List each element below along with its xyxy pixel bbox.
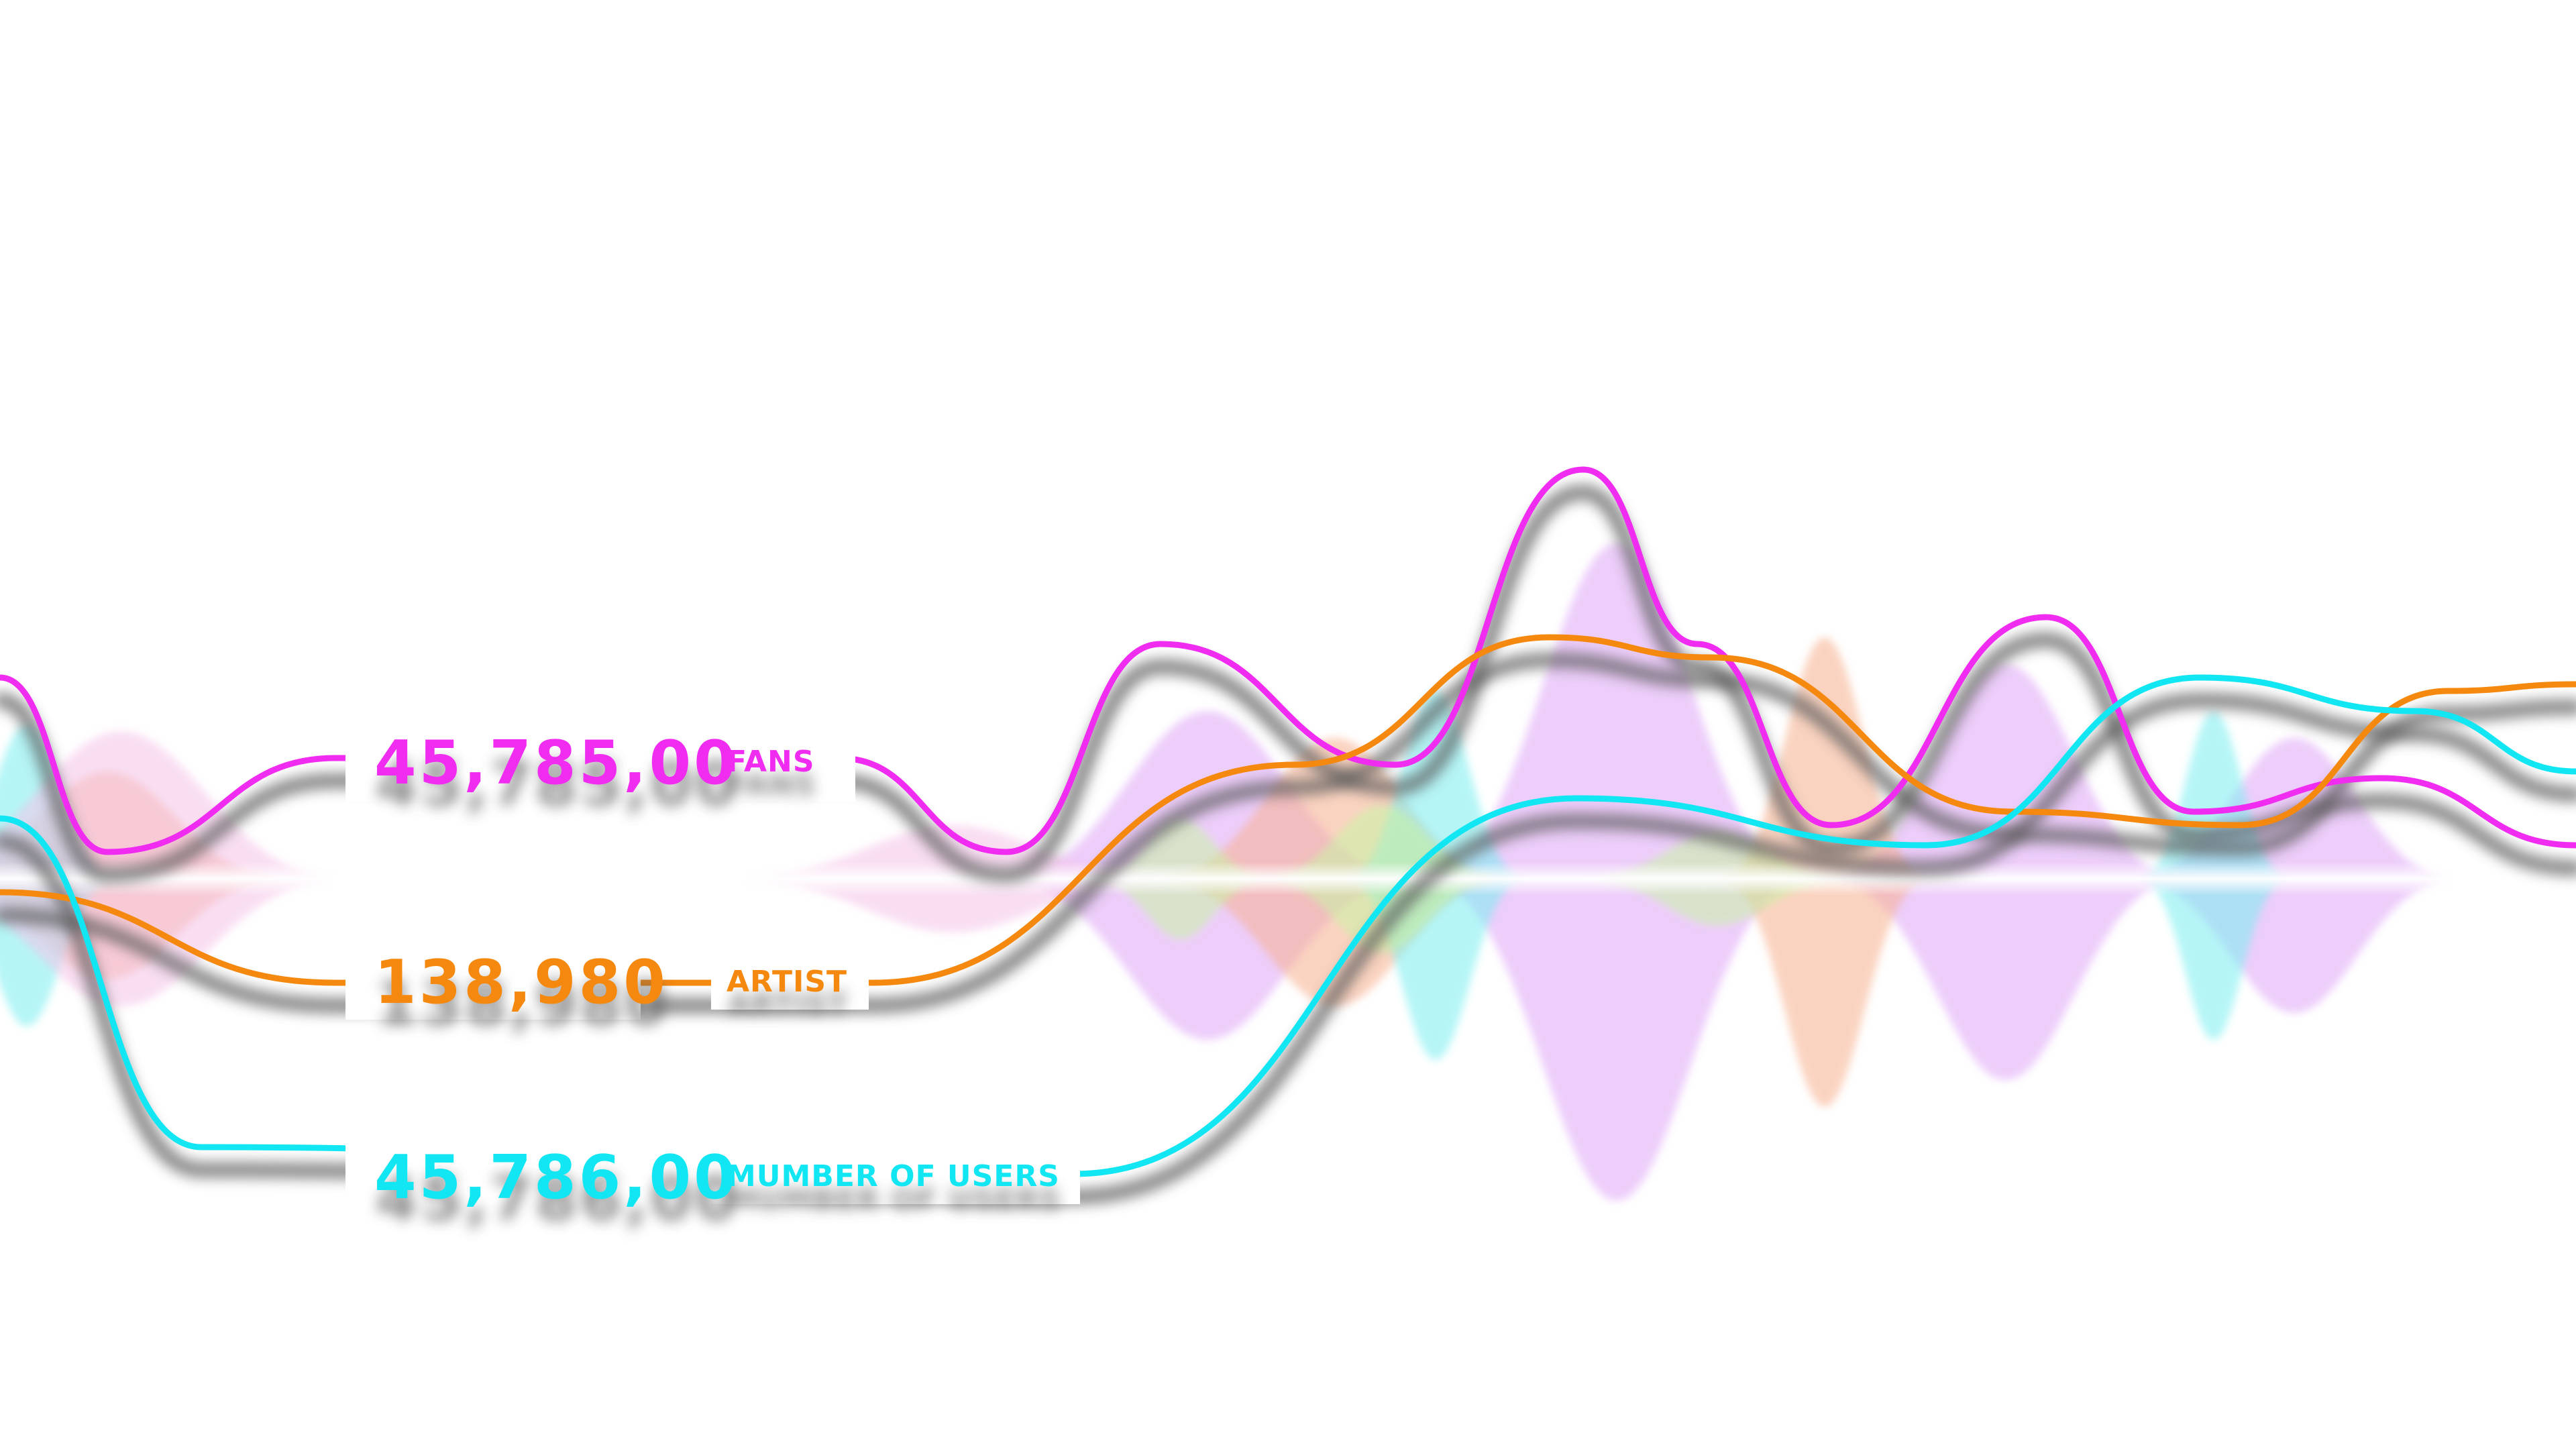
horizon-glow — [0, 862, 2576, 896]
label-knockout-3 — [711, 963, 869, 1010]
series-lines — [0, 466, 2576, 1214]
fans-label: FANS — [727, 745, 815, 779]
users-line-shadow — [0, 692, 2576, 1205]
fans-value-shadow: 45,785,00 — [376, 749, 740, 820]
artist-label-shadow: ARTIST — [728, 987, 849, 1022]
label-knockout-1 — [711, 741, 842, 788]
users-label: MUMBER OF USERS — [727, 1159, 1060, 1193]
artist-label: ARTIST — [727, 965, 847, 999]
metric-shadows: 45,785,00 FANS 138,980 ARTIST 45,786,00 … — [376, 749, 1061, 1234]
label-knockout-4 — [345, 1140, 711, 1214]
users-label-shadow: MUMBER OF USERS — [728, 1183, 1061, 1217]
label-knockout-2 — [345, 946, 641, 1020]
metrics: 45,785,00 FANS 138,980 ARTIST 45,786,00 … — [374, 728, 1060, 1213]
fans-value: 45,785,00 — [374, 728, 739, 798]
users-value: 45,786,00 — [374, 1142, 739, 1213]
fans-label-shadow: FANS — [728, 768, 816, 802]
label-knockout-5 — [711, 1157, 1080, 1204]
users-line — [0, 674, 2576, 1177]
artist-value-shadow: 138,980 — [376, 969, 669, 1039]
artist-value: 138,980 — [374, 947, 668, 1018]
users-value-shadow: 45,786,00 — [376, 1164, 740, 1234]
